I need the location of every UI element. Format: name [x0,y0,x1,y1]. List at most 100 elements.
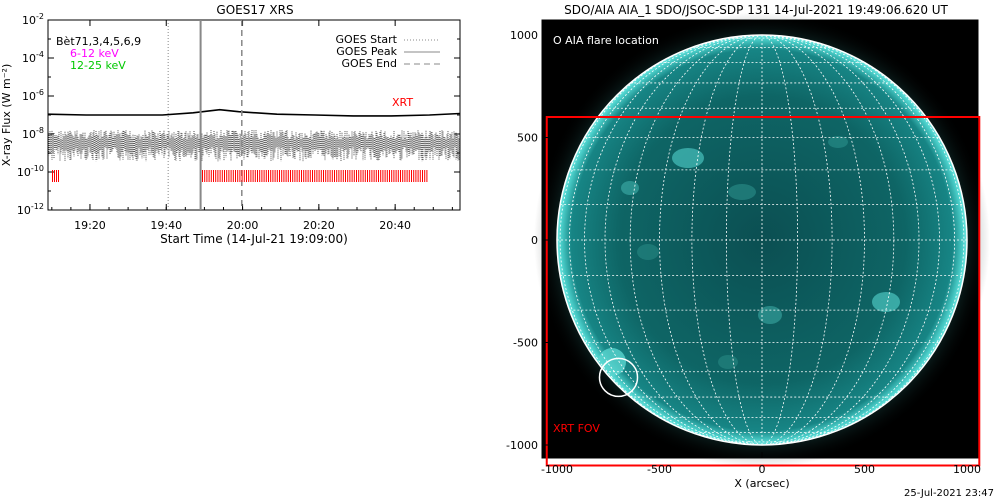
aia-x-tick-label: 1000 [953,463,981,476]
xrt-fov-label: XRT FOV [553,422,600,435]
xrt-bar [413,170,415,182]
goes-y-tick-label: 10-12 [17,202,44,217]
xrt-bar [204,170,206,182]
xrt-bar [257,170,258,182]
xrt-bar [325,170,327,182]
xrt-bar [294,170,296,182]
xrt-bar [391,170,393,182]
goes-y-axis-label: X-ray Flux (W m⁻²) [0,64,13,166]
xrt-bar [309,170,311,182]
xrt-bar [254,170,256,182]
xrt-bar [213,170,214,182]
longitude-line [604,35,763,445]
goes-noise-trace [48,130,460,162]
xrt-bar [327,170,329,182]
xrt-bar [58,170,59,182]
xrt-bar [221,170,223,182]
xrt-bar [268,170,269,182]
xrt-bar [358,170,360,182]
goes-y-tick-label: 10-10 [17,164,44,179]
legend-goes-end: GOES End [341,57,397,70]
aia-x-axis: -1000 -500 0 500 1000 [541,452,981,476]
aia-x-axis-label: X (arcsec) [734,477,789,490]
longitude-line [761,35,865,445]
xrt-bar [360,170,362,182]
xrt-bar [56,170,57,182]
xrt-bar [422,170,423,182]
legend-high-energy: 12-25 keV [70,59,126,72]
longitude-line [559,35,763,445]
xrt-bar [54,170,55,182]
aia-y-tick-label: 1000 [510,29,538,42]
render-timestamp: 25-Jul-2021 23:47 [904,488,994,499]
xrt-bar [261,170,263,182]
xrt-fov-box [545,116,981,467]
aia-y-tick-label: 0 [531,234,538,247]
legend-satellites: Bèt71,3,4,5,6,9 [56,35,141,48]
xrt-bar [367,170,368,182]
xrt-bar [202,170,203,182]
xrt-bar [210,170,212,182]
goes-y-tick-label: 10-2 [22,12,44,27]
xrt-bar [228,170,230,182]
xrt-bar [312,170,313,182]
xrt-coverage-bars [52,170,428,182]
xrt-bar [305,170,307,182]
xrt-bar [314,170,316,182]
xrt-bar [404,170,406,182]
aia-x-tick-label: 500 [854,463,875,476]
xrt-bar [406,170,408,182]
xrt-bar [226,170,228,182]
xrt-bar [274,170,276,182]
goes-y-tick-label: 10-4 [22,50,44,65]
goes-y-tick-label: 10-6 [22,88,44,103]
xrt-bar [426,170,428,182]
goes-x-tick-label: 20:40 [379,219,411,232]
xrt-bar [301,170,302,182]
xrt-bar [323,170,324,182]
goes-x-axis-label: Start Time (14-Jul-21 19:09:00) [160,232,348,246]
longitude-line [659,35,763,445]
xrt-bar [232,170,234,182]
goes-upper-channel-series [47,108,461,117]
xrt-bar [239,170,241,182]
xrt-bar [380,170,382,182]
xrt-bar [336,170,338,182]
flare-location-label: O AIA flare location [553,34,659,47]
xrt-bar [52,170,53,182]
heliographic-grid [557,35,967,445]
goes-chart-title: GOES17 XRS [216,3,293,17]
xrt-bar [375,170,377,182]
legend-goes-start: GOES Start [336,33,398,46]
xrt-bar [252,170,254,182]
xrt-bar [303,170,305,182]
xrt-bar [378,170,379,182]
xrt-bar [307,170,309,182]
xrt-bar [384,170,386,182]
xrt-bar [320,170,322,182]
xrt-bar [395,170,397,182]
xrt-bar [276,170,278,182]
goes-y-tick-label: 10-8 [22,126,44,141]
xrt-bar [206,170,208,182]
longitude-line [761,35,833,445]
aia-x-tick-label: -500 [647,463,672,476]
xrt-bar [342,170,344,182]
xrt-bar [290,170,291,182]
longitude-line [569,35,763,445]
xrt-bar [281,170,283,182]
xrt-bar [329,170,331,182]
xrt-bar [263,170,265,182]
xrt-bar [250,170,252,182]
xrt-bar [386,170,388,182]
xrt-bar [283,170,285,182]
xrt-bar [408,170,410,182]
xrt-bar [382,170,384,182]
longitude-line [584,35,763,445]
xrt-bar [402,170,404,182]
xrt-bar [334,170,335,182]
longitude-line [761,35,965,445]
xrt-bar [265,170,267,182]
aia-y-tick-label: -500 [513,337,538,350]
